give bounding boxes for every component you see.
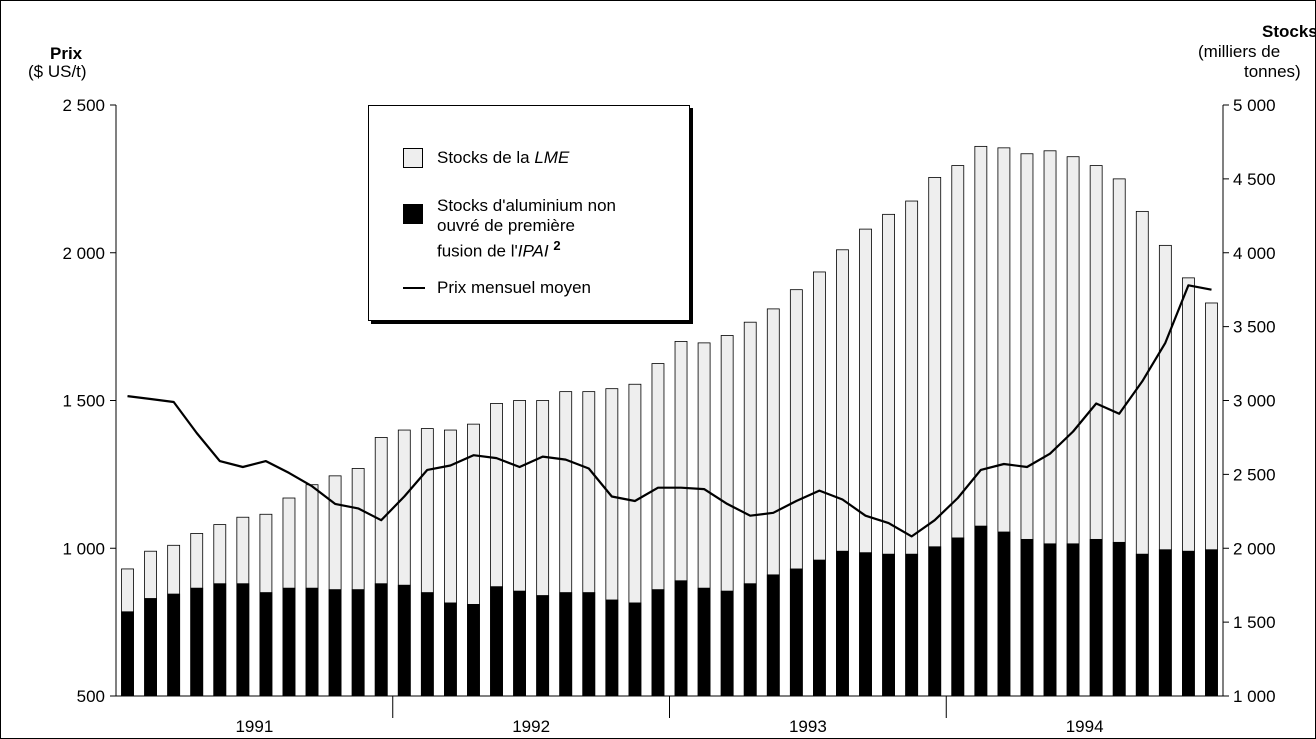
legend-label-lme-em: LME <box>534 148 570 167</box>
right-tick-label: 3 000 <box>1233 392 1276 411</box>
bar-ipai <box>213 583 227 697</box>
bar-ipai <box>997 531 1011 697</box>
bar-ipai <box>1205 549 1218 697</box>
bar-ipai <box>951 537 965 697</box>
bar-ipai <box>397 584 411 697</box>
bar-ipai <box>444 602 457 697</box>
right-tick-label: 4 500 <box>1233 170 1276 189</box>
legend-line-price <box>403 287 425 289</box>
bar-ipai <box>1135 553 1149 697</box>
bar-ipai <box>836 550 849 697</box>
legend-label-ipai-line3: fusion de l' <box>437 241 518 261</box>
year-label: 1991 <box>235 717 273 736</box>
bar-ipai <box>651 589 665 697</box>
bar-ipai <box>766 574 780 697</box>
bar-ipai <box>697 587 711 697</box>
right-tick-label: 4 000 <box>1233 244 1276 263</box>
right-tick-label: 1 000 <box>1233 687 1276 706</box>
bar-ipai <box>167 593 181 697</box>
bar-ipai <box>813 559 826 697</box>
bar-ipai <box>190 587 204 697</box>
right-tick-label: 1 500 <box>1233 613 1276 632</box>
year-label: 1993 <box>789 717 827 736</box>
left-tick-label: 2 000 <box>62 244 105 263</box>
bar-ipai <box>882 553 895 697</box>
bar-ipai <box>859 552 872 697</box>
bar-ipai <box>144 598 157 697</box>
legend-swatch-ipai <box>403 204 423 224</box>
bar-ipai <box>351 589 365 697</box>
bar-ipai <box>905 553 919 697</box>
right-axis-title: Stocks <box>1262 22 1316 41</box>
bar-ipai <box>974 525 988 697</box>
year-label: 1994 <box>1066 717 1104 736</box>
bar-ipai <box>928 546 942 697</box>
bar-ipai <box>743 583 757 697</box>
chart-legend: Stocks de la LME Stocks d'aluminium non … <box>368 105 690 321</box>
bar-ipai <box>236 583 250 697</box>
bar-ipai <box>605 599 619 697</box>
bar-ipai <box>559 592 573 697</box>
bar-ipai <box>1066 543 1080 697</box>
bar-ipai <box>1020 538 1034 697</box>
legend-label-price: Prix mensuel moyen <box>437 278 592 297</box>
left-axis-unit: ($ US/t) <box>28 62 87 81</box>
bar-ipai <box>282 587 296 697</box>
left-tick-label: 2 500 <box>62 96 105 115</box>
bar-ipai <box>513 590 526 697</box>
left-axis-title: Prix <box>50 44 83 63</box>
legend-swatch-lme <box>403 148 423 168</box>
bar-ipai <box>536 595 550 697</box>
right-tick-label: 2 000 <box>1233 539 1276 558</box>
legend-label-ipai-line2: ouvré de première <box>437 216 575 235</box>
bar-ipai <box>1043 543 1057 697</box>
right-tick-label: 3 500 <box>1233 318 1276 337</box>
legend-label-ipai-line1: Stocks d'aluminium non <box>437 196 616 215</box>
bar-ipai <box>628 602 642 697</box>
bar-ipai <box>328 589 342 697</box>
right-axis-unit-line1: (milliers de <box>1198 42 1281 61</box>
bar-ipai <box>1089 538 1103 697</box>
left-tick-label: 500 <box>77 687 105 706</box>
bar-ipai <box>1158 549 1172 697</box>
bar-ipai <box>674 580 688 697</box>
bar-ipai <box>259 592 273 697</box>
bar-ipai <box>789 568 803 697</box>
bar-ipai <box>720 590 734 697</box>
legend-footnote-marker: 2 <box>553 238 561 253</box>
right-tick-label: 5 000 <box>1233 96 1276 115</box>
legend-label-ipai-em: IPAI <box>517 241 549 261</box>
bar-ipai <box>121 611 134 697</box>
line-price <box>127 284 1212 538</box>
left-tick-label: 1 000 <box>62 539 105 558</box>
bar-ipai <box>1182 550 1195 697</box>
right-axis-unit-line2: tonnes) <box>1244 62 1301 81</box>
right-tick-label: 2 500 <box>1233 465 1276 484</box>
bar-ipai <box>305 587 319 697</box>
legend-label-lme: Stocks de la <box>437 148 530 167</box>
bar-ipai <box>420 592 434 697</box>
bar-ipai <box>374 583 388 697</box>
bar-ipai <box>490 586 503 697</box>
bar-ipai <box>467 603 480 697</box>
year-label: 1992 <box>512 717 550 736</box>
bar-ipai <box>582 592 596 697</box>
bar-ipai <box>1112 541 1126 697</box>
left-tick-label: 1 500 <box>62 392 105 411</box>
